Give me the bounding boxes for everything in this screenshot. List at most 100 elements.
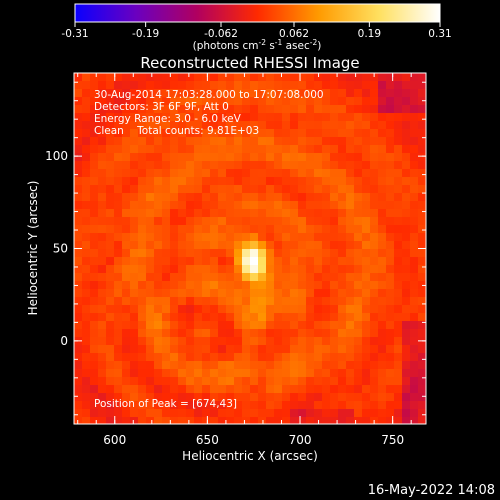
heatmap-cell <box>226 417 235 424</box>
heatmap-cell <box>282 121 291 130</box>
heatmap-cell <box>82 129 91 138</box>
heatmap-cell <box>106 113 115 122</box>
heatmap-cell <box>354 329 363 338</box>
heatmap-cell <box>314 185 323 194</box>
heatmap-cell <box>234 273 243 282</box>
heatmap-cell <box>210 257 219 266</box>
heatmap-cell <box>378 377 387 386</box>
heatmap-cell <box>178 409 187 418</box>
heatmap-cell <box>386 137 395 146</box>
heatmap-cell <box>74 137 83 146</box>
heatmap-cell <box>410 273 419 282</box>
heatmap-cell <box>122 137 131 146</box>
heatmap-cell <box>362 145 371 154</box>
heatmap-image <box>74 73 426 424</box>
heatmap-cell <box>274 369 283 378</box>
heatmap-cell <box>322 393 331 402</box>
heatmap-cell <box>130 137 139 146</box>
heatmap-cell <box>154 121 163 130</box>
heatmap-cell <box>370 377 379 386</box>
heatmap-cell <box>250 169 259 178</box>
heatmap-cell <box>394 201 403 210</box>
heatmap-cell <box>202 153 211 162</box>
heatmap-cell <box>106 145 115 154</box>
heatmap-cell <box>218 145 227 154</box>
heatmap-cell <box>258 249 267 258</box>
heatmap-cell <box>298 209 307 218</box>
heatmap-cell <box>322 321 331 330</box>
heatmap-cell <box>178 257 187 266</box>
heatmap-cell <box>170 257 179 266</box>
heatmap-cell <box>138 345 147 354</box>
heatmap-cell <box>282 233 291 242</box>
heatmap-cell <box>250 393 259 402</box>
heatmap-cell <box>82 241 91 250</box>
heatmap-cell <box>234 81 243 90</box>
heatmap-cell <box>98 313 107 322</box>
heatmap-cell <box>258 401 267 410</box>
heatmap-cell <box>354 217 363 226</box>
heatmap-cell <box>386 417 395 424</box>
heatmap-cell <box>362 81 371 90</box>
heatmap-cell <box>202 217 211 226</box>
heatmap-cell <box>370 145 379 154</box>
heatmap-cell <box>402 193 411 202</box>
heatmap-cell <box>386 401 395 410</box>
heatmap-cell <box>346 225 355 234</box>
heatmap-cell <box>218 73 227 82</box>
heatmap-cell <box>90 273 99 282</box>
heatmap-cell <box>394 177 403 186</box>
heatmap-cell <box>330 233 339 242</box>
heatmap-cell <box>194 233 203 242</box>
heatmap-cell <box>250 185 259 194</box>
heatmap-cell <box>218 201 227 210</box>
heatmap-cell <box>258 209 267 218</box>
heatmap-cell <box>106 241 115 250</box>
heatmap-cell <box>290 305 299 314</box>
heatmap-cell <box>146 305 155 314</box>
heatmap-cell <box>354 201 363 210</box>
heatmap-cell <box>130 297 139 306</box>
heatmap-cell <box>322 89 331 98</box>
heatmap-cell <box>106 137 115 146</box>
heatmap-cell <box>130 105 139 114</box>
heatmap-cell <box>154 345 163 354</box>
heatmap-cell <box>74 289 83 298</box>
heatmap-cell <box>322 249 331 258</box>
heatmap-cell <box>338 417 347 424</box>
heatmap-cell <box>146 233 155 242</box>
heatmap-cell <box>202 129 211 138</box>
heatmap-cell <box>138 281 147 290</box>
heatmap-cell <box>314 361 323 370</box>
heatmap-cell <box>402 345 411 354</box>
heatmap-cell <box>98 105 107 114</box>
heatmap-cell <box>242 305 251 314</box>
heatmap-cell <box>378 161 387 170</box>
heatmap-cell <box>282 321 291 330</box>
heatmap-cell <box>122 185 131 194</box>
heatmap-cell <box>74 113 83 122</box>
heatmap-cell <box>130 321 139 330</box>
heatmap-cell <box>90 217 99 226</box>
heatmap-cell <box>162 385 171 394</box>
heatmap-cell <box>74 217 83 226</box>
heatmap-cell <box>90 369 99 378</box>
heatmap-cell <box>354 353 363 362</box>
heatmap-cell <box>226 281 235 290</box>
heatmap-cell <box>146 145 155 154</box>
heatmap-cell <box>146 409 155 418</box>
heatmap-cell <box>218 169 227 178</box>
heatmap-cell <box>90 345 99 354</box>
heatmap-cell <box>146 265 155 274</box>
heatmap-cell <box>178 201 187 210</box>
heatmap-cell <box>330 353 339 362</box>
heatmap-cell <box>394 73 403 82</box>
heatmap-cell <box>98 337 107 346</box>
heatmap-cell <box>202 97 211 106</box>
heatmap-cell <box>330 265 339 274</box>
heatmap-cell <box>122 201 131 210</box>
heatmap-cell <box>146 113 155 122</box>
heatmap-cell <box>402 273 411 282</box>
heatmap-cell <box>410 97 419 106</box>
heatmap-cell <box>178 137 187 146</box>
